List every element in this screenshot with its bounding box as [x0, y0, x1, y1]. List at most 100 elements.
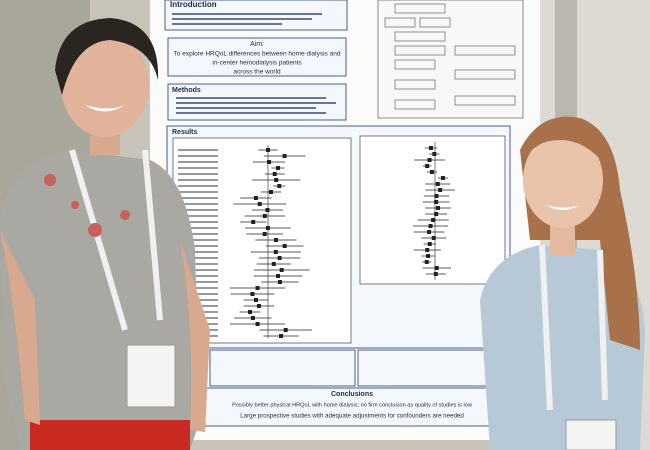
forest-plot-right — [359, 135, 506, 285]
row-label — [178, 191, 218, 193]
estimate — [276, 274, 281, 278]
row-label — [178, 281, 218, 283]
row-label — [178, 257, 218, 259]
estimate — [265, 208, 270, 212]
estimate — [250, 316, 255, 320]
estimate — [424, 260, 429, 264]
flow-node — [384, 17, 416, 28]
estimate — [255, 322, 260, 326]
estimate — [256, 304, 261, 308]
aim-line: across the world — [233, 69, 281, 76]
flow-node — [394, 59, 436, 70]
conclusion-line: Large prospective studies with adequate … — [240, 413, 464, 420]
row-label — [178, 149, 218, 151]
row-label — [178, 185, 218, 187]
methods-heading: Methods — [172, 87, 201, 94]
flow-node — [454, 95, 516, 106]
person-right — [480, 116, 645, 450]
estimate — [431, 218, 436, 222]
estimate — [427, 158, 432, 162]
row-label — [178, 221, 218, 223]
estimate — [434, 266, 439, 270]
estimate — [272, 172, 277, 176]
row-label — [178, 287, 218, 289]
flow-diagram — [377, 0, 524, 119]
flow-node — [394, 3, 446, 14]
estimate — [279, 334, 284, 338]
estimate — [440, 176, 445, 180]
flow-node — [394, 31, 446, 42]
estimate — [271, 262, 276, 266]
estimate — [433, 272, 438, 276]
person-left — [0, 18, 210, 450]
estimate — [436, 206, 441, 210]
estimate — [255, 286, 260, 290]
estimate — [427, 242, 432, 246]
estimate — [425, 248, 430, 252]
estimate — [277, 256, 282, 260]
estimate — [253, 298, 258, 302]
row-label — [178, 251, 218, 253]
row-label — [178, 167, 218, 169]
estimate — [426, 254, 431, 258]
row-label — [178, 239, 218, 241]
estimate — [427, 230, 432, 234]
estimate — [434, 212, 439, 216]
row-label — [178, 263, 218, 265]
estimate — [282, 154, 287, 158]
estimate — [262, 214, 267, 218]
estimate — [274, 178, 279, 182]
row-label — [178, 215, 218, 217]
conclusions-heading: Conclusions — [331, 391, 373, 398]
row-label — [178, 209, 218, 211]
estimate — [251, 220, 256, 224]
estimate — [428, 146, 433, 150]
estimate — [250, 292, 255, 296]
estimate — [432, 152, 437, 156]
estimate — [273, 238, 278, 242]
estimate — [438, 188, 443, 192]
intro-heading: Introduction — [170, 0, 217, 9]
flow-node — [394, 45, 446, 56]
estimate — [279, 268, 284, 272]
estimate — [282, 244, 287, 248]
methods-lines — [176, 97, 336, 114]
estimate — [248, 310, 253, 314]
row-label — [178, 197, 218, 199]
row-label — [178, 173, 218, 175]
flow-node — [454, 45, 516, 56]
estimate — [425, 164, 430, 168]
discussion-box — [209, 349, 356, 387]
estimate — [276, 166, 281, 170]
estimate — [283, 328, 288, 332]
estimate — [267, 160, 272, 164]
estimate — [253, 196, 258, 200]
estimate — [277, 184, 282, 188]
estimate — [435, 182, 440, 186]
estimate — [428, 224, 433, 228]
row-label — [178, 155, 218, 157]
estimate — [277, 280, 282, 284]
flow-node — [394, 79, 436, 90]
aim-line: To explore HRQoL differences between hom… — [174, 51, 341, 58]
row-label — [178, 233, 218, 235]
row-label — [178, 179, 218, 181]
row-label — [178, 245, 218, 247]
results-heading: Results — [172, 129, 197, 136]
aim-line: in-center hemodialysis patients — [212, 60, 302, 67]
estimate — [262, 232, 267, 236]
row-label — [178, 161, 218, 163]
estimate — [434, 200, 439, 204]
row-label — [178, 227, 218, 229]
row-label — [178, 203, 218, 205]
flow-node — [454, 69, 516, 80]
estimate — [434, 194, 439, 198]
row-label — [178, 275, 218, 277]
estimate — [257, 202, 262, 206]
estimate — [268, 190, 273, 194]
intro-lines — [172, 13, 322, 25]
conclusion-line: Possibly better physical HRQoL with home… — [232, 402, 473, 408]
limitations-box — [357, 349, 499, 387]
flow-node — [419, 17, 451, 28]
